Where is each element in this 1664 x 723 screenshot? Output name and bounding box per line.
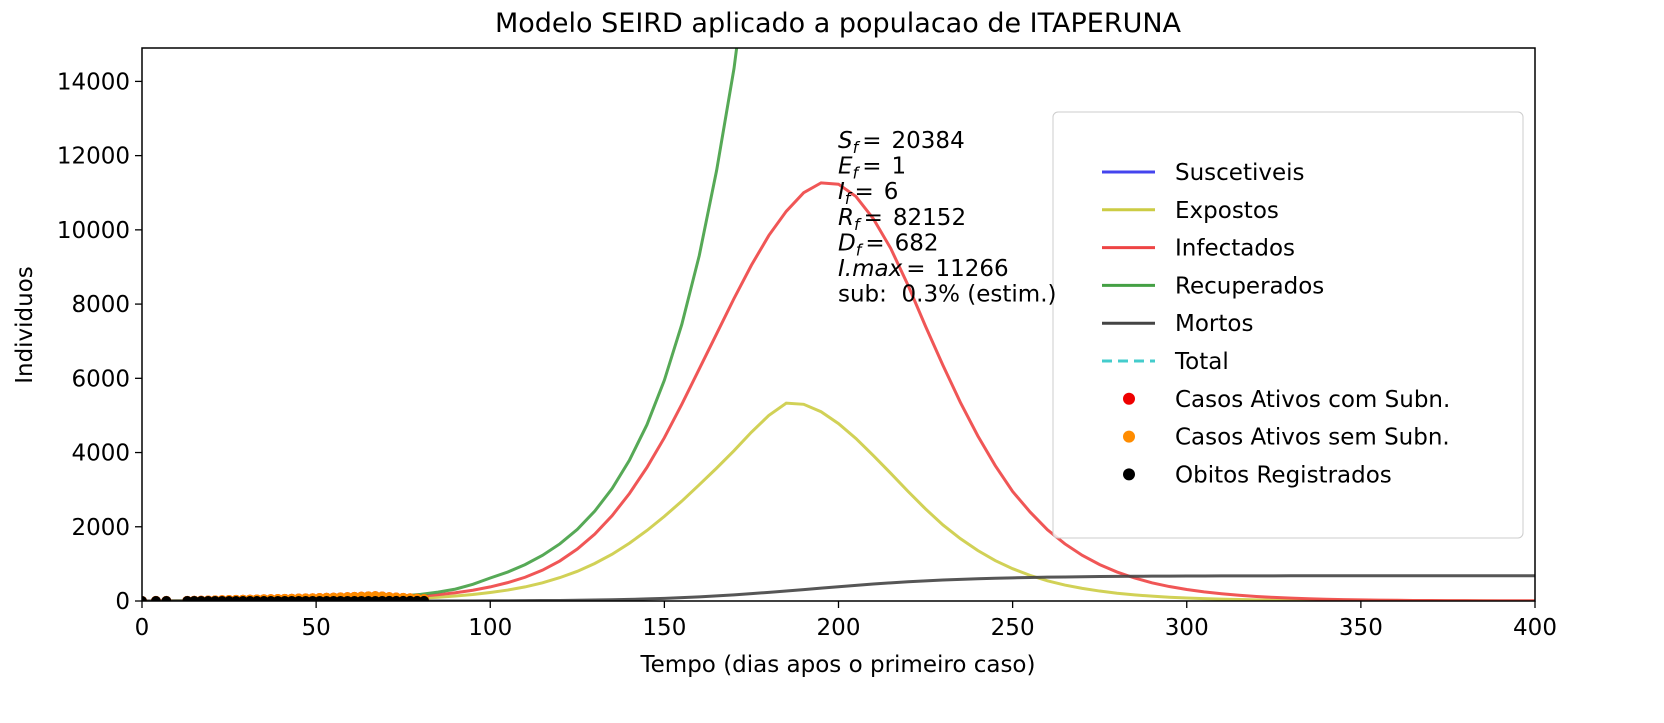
legend-marker [1123, 392, 1135, 405]
legend-marker [1123, 468, 1135, 481]
x-tick-label: 250 [991, 615, 1035, 641]
annotation-subscript: f [854, 215, 862, 234]
x-tick-label: 100 [468, 615, 512, 641]
legend: Suscetiveis Expostos Infectados Recuperados… [1102, 160, 1450, 488]
data-point [150, 596, 161, 601]
legend-label: Obitos Registrados [1175, 462, 1392, 488]
y-tick-label: 8000 [71, 292, 130, 318]
y-tick-label: 10000 [57, 218, 130, 244]
y-axis-label: Individuos [12, 266, 38, 384]
x-tick-label: 400 [1513, 615, 1557, 641]
annotation-value: 11266 [936, 256, 1009, 282]
data-point [161, 596, 172, 601]
annotation-value: 82152 [893, 205, 966, 231]
legend-label: Suscetiveis [1175, 160, 1305, 186]
annotation-text: Df = 682 [838, 230, 939, 259]
x-tick-label: 50 [301, 615, 330, 641]
annotation-subscript: f [853, 164, 861, 183]
legend-label: Infectados [1175, 236, 1295, 262]
annotation-symbol: D [838, 230, 856, 256]
annotation-subscript: f [856, 240, 864, 259]
y-tick-label: 12000 [57, 144, 130, 170]
annotation-subscript: f [845, 189, 853, 208]
annotation-sign: = [862, 128, 881, 154]
annotation-text: Rf = 82152 [838, 205, 966, 234]
annotation-symbol: I.max [838, 256, 903, 282]
annotation-sign: = [862, 154, 881, 180]
annotation-symbol: S [838, 128, 853, 154]
legend-marker [1123, 430, 1135, 443]
annotation-text: Ef = 1 [838, 154, 906, 183]
annotation-symbol: R [838, 205, 854, 231]
y-tick-label: 6000 [71, 366, 130, 392]
data-point [142, 596, 147, 601]
legend-label: Casos Ativos sem Subn. [1175, 425, 1450, 451]
annotation-sign: = [906, 256, 925, 282]
legend-label: Casos Ativos com Subn. [1175, 387, 1450, 413]
annotation-sign: = [864, 205, 883, 231]
legend-label: Total [1174, 349, 1229, 375]
x-tick-label: 150 [642, 615, 686, 641]
y-tick-label: 4000 [71, 441, 130, 467]
y-tick-label: 0 [115, 589, 130, 615]
y-tick-label: 2000 [71, 515, 130, 541]
x-tick-label: 0 [135, 615, 150, 641]
annotation-value: 20384 [892, 128, 965, 154]
x-tick-label: 300 [1165, 615, 1209, 641]
annotation-symbol: I [838, 179, 845, 205]
annotation-value: 682 [895, 230, 939, 256]
annotation-value: 1 [891, 154, 906, 180]
legend-label: Recuperados [1175, 273, 1324, 299]
x-tick-label: 200 [817, 615, 861, 641]
annotation-text: I.max = 11266 [838, 256, 1009, 282]
annotation-sign: = [865, 230, 884, 256]
x-axis-label: Tempo (dias apos o primeiro caso) [640, 652, 1036, 678]
data-point [419, 595, 430, 601]
chart-title: Modelo SEIRD aplicado a populacao de ITA… [495, 8, 1182, 39]
x-tick-label: 350 [1339, 615, 1383, 641]
y-tick-label: 14000 [57, 69, 130, 95]
legend-label: Expostos [1175, 198, 1279, 224]
legend-box [1052, 111, 1524, 539]
annotation-subscript: f [853, 138, 861, 157]
legend-label: Mortos [1175, 311, 1253, 337]
annotation-symbol: E [838, 154, 853, 180]
annotation-note: sub: 0.3% (estim.) [838, 282, 1056, 308]
annotation-text: If = 6 [838, 179, 898, 208]
annotation-value: 6 [884, 179, 899, 205]
annotation-sign: = [854, 179, 873, 205]
annotation-text: Sf = 20384 [838, 128, 965, 157]
